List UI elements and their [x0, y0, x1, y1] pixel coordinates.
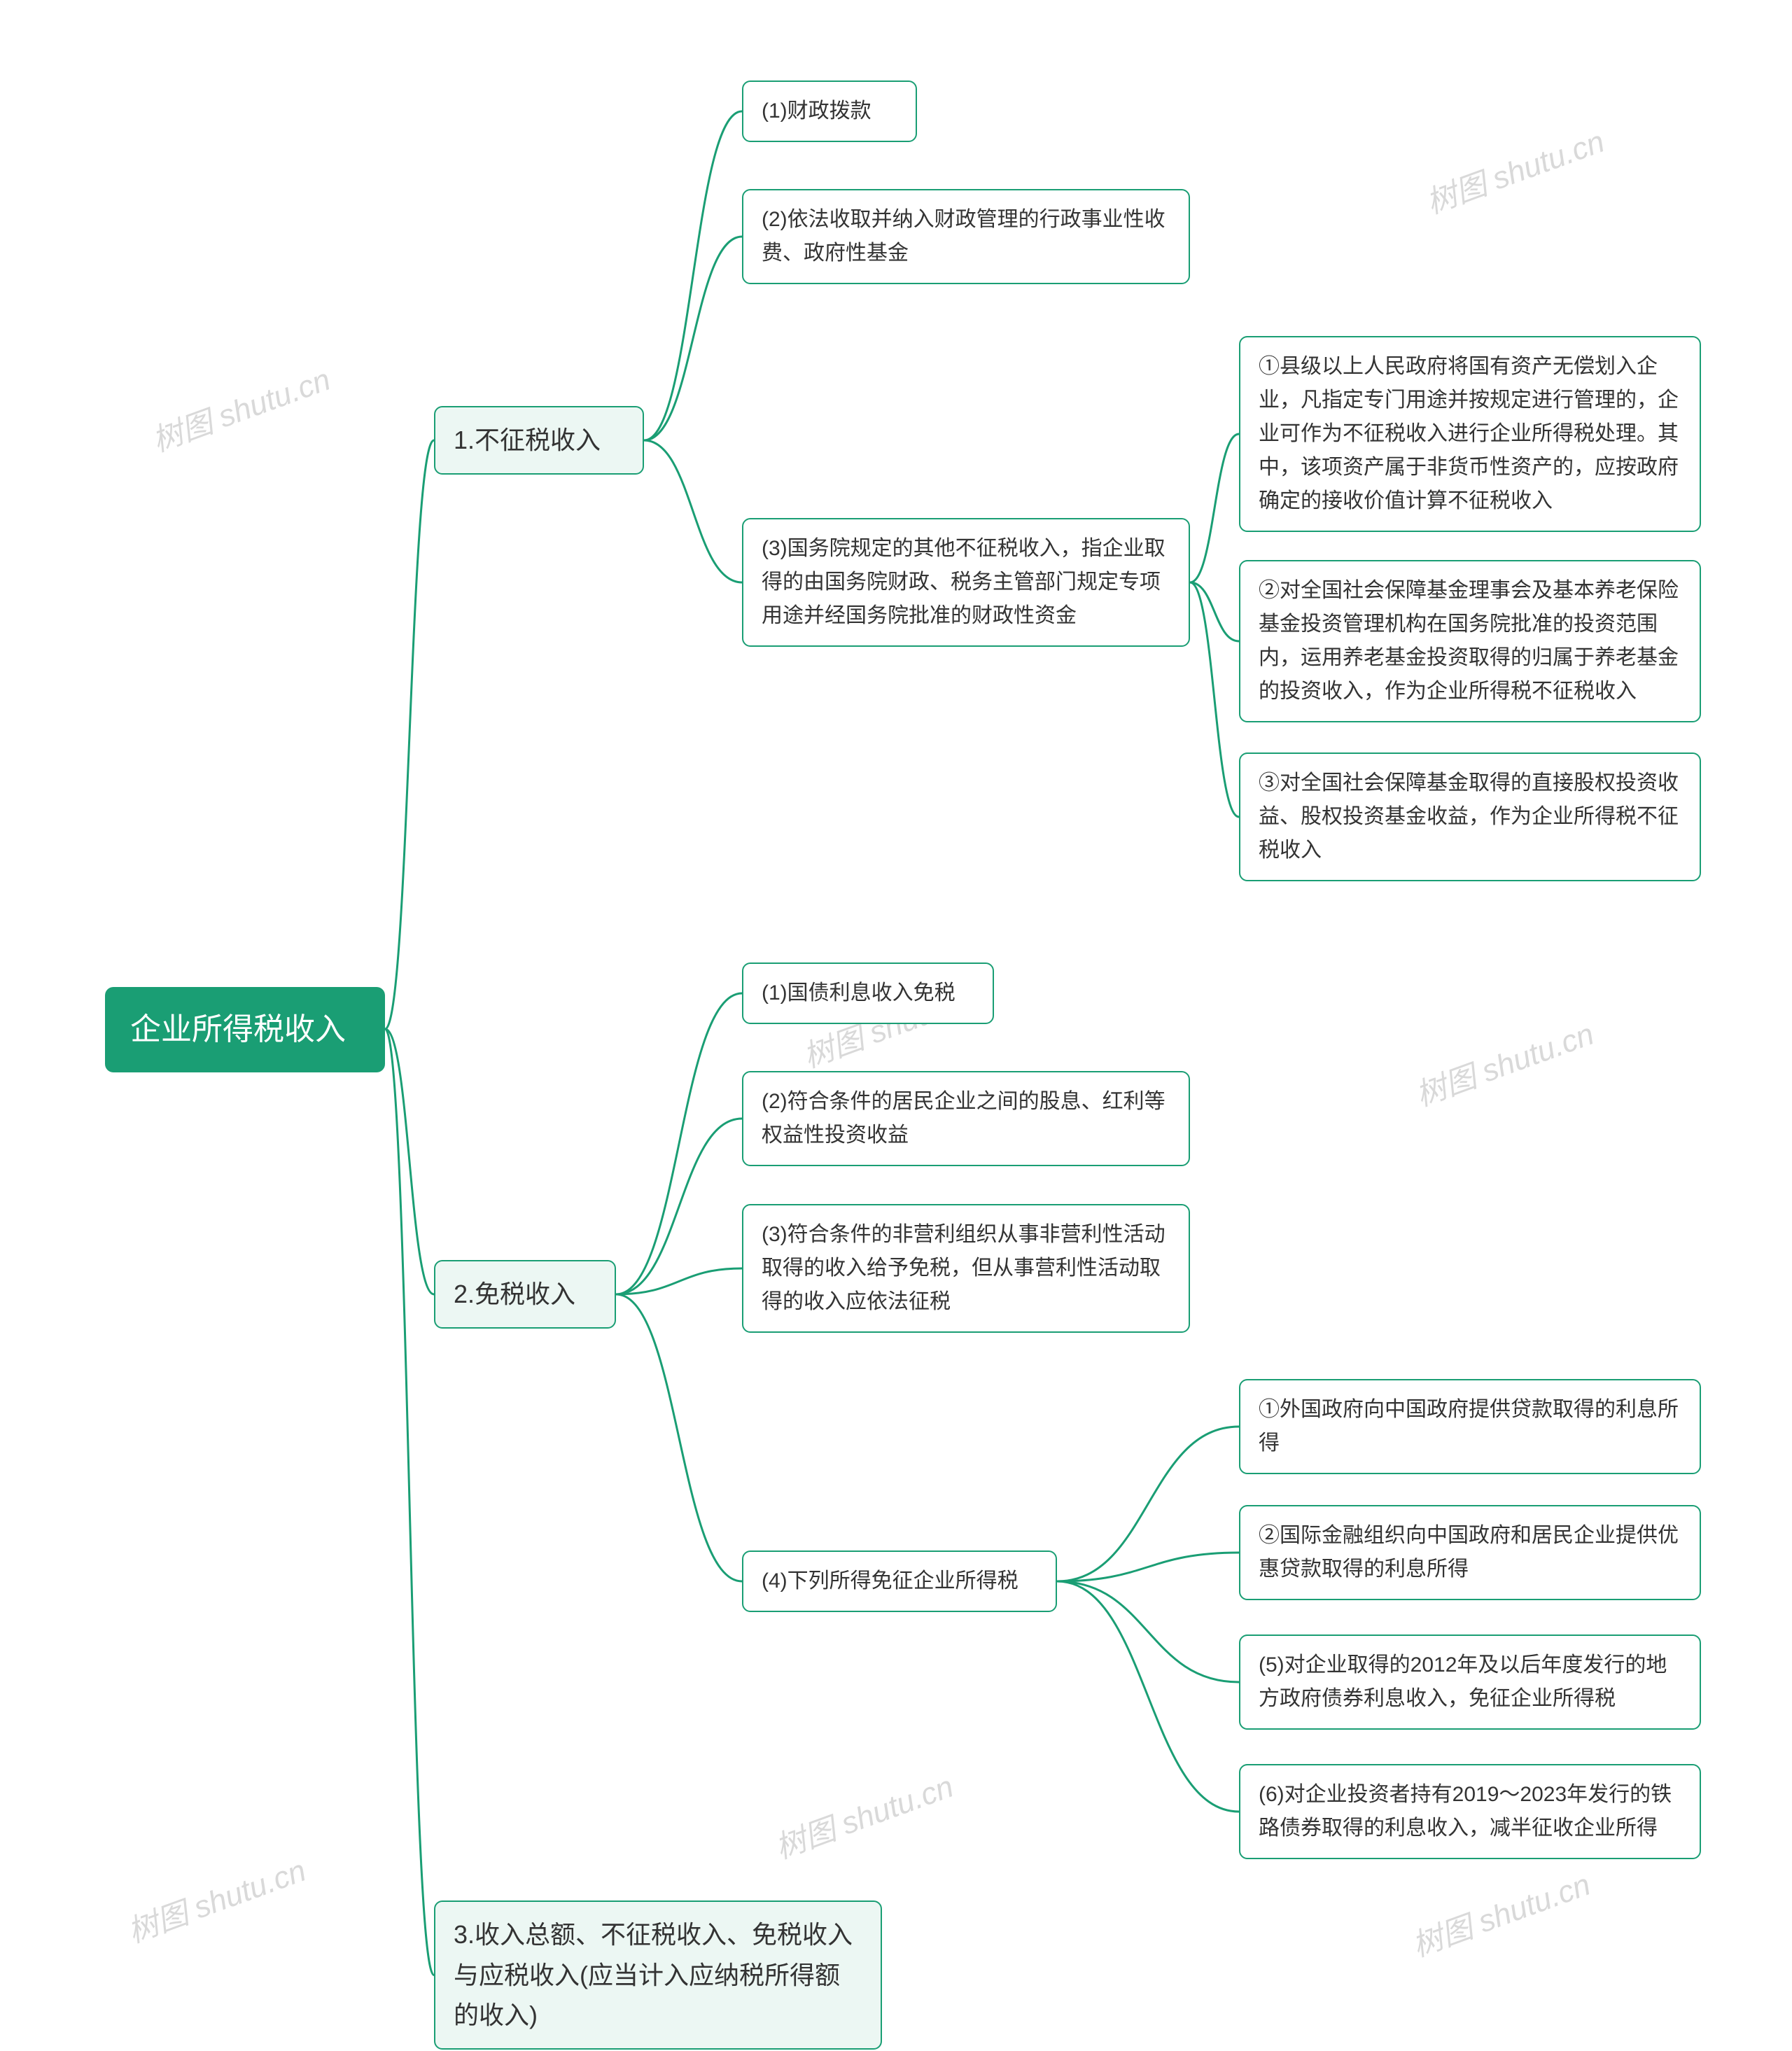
watermark: 树图 shutu.cn: [145, 354, 335, 460]
leaf-node: ②对全国社会保障基金理事会及基本养老保险基金投资管理机构在国务院批准的投资范围内…: [1239, 560, 1701, 722]
leaf-node: (3)符合条件的非营利组织从事非营利性活动取得的收入给予免税，但从事营利性活动取…: [742, 1204, 1190, 1333]
leaf-node: ①外国政府向中国政府提供贷款取得的利息所得: [1239, 1379, 1701, 1474]
leaf-node: (1)财政拨款: [742, 80, 917, 142]
watermark: 树图 shutu.cn: [768, 1761, 958, 1867]
watermark: 树图 shutu.cn: [1408, 1009, 1599, 1114]
leaf-node: ③对全国社会保障基金取得的直接股权投资收益、股权投资基金收益，作为企业所得税不征…: [1239, 752, 1701, 881]
leaf-node: (2)符合条件的居民企业之间的股息、红利等权益性投资收益: [742, 1071, 1190, 1166]
level2-node: 1.不征税收入: [434, 406, 644, 475]
leaf-node: (3)国务院规定的其他不征税收入，指企业取得的由国务院财政、税务主管部门规定专项…: [742, 518, 1190, 647]
level2-node: 2.免税收入: [434, 1260, 616, 1329]
leaf-node: (5)对企业取得的2012年及以后年度发行的地方政府债券利息收入，免征企业所得税: [1239, 1634, 1701, 1730]
level2-node: 3.收入总额、不征税收入、免税收入与应税收入(应当计入应纳税所得额的收入): [434, 1900, 882, 2050]
leaf-node: ②国际金融组织向中国政府和居民企业提供优惠贷款取得的利息所得: [1239, 1505, 1701, 1600]
leaf-node: ①县级以上人民政府将国有资产无偿划入企业，凡指定专门用途并按规定进行管理的，企业…: [1239, 336, 1701, 532]
watermark: 树图 shutu.cn: [1405, 1859, 1595, 1965]
leaf-node: (4)下列所得免征企业所得税: [742, 1550, 1057, 1612]
leaf-node: (1)国债利息收入免税: [742, 962, 994, 1024]
watermark: 树图 shutu.cn: [120, 1845, 311, 1951]
root-node: 企业所得税收入: [105, 987, 385, 1072]
watermark: 树图 shutu.cn: [1419, 116, 1609, 222]
leaf-node: (2)依法收取并纳入财政管理的行政事业性收费、政府性基金: [742, 189, 1190, 284]
leaf-node: (6)对企业投资者持有2019～2023年发行的铁路债券取得的利息收入，减半征收…: [1239, 1764, 1701, 1859]
